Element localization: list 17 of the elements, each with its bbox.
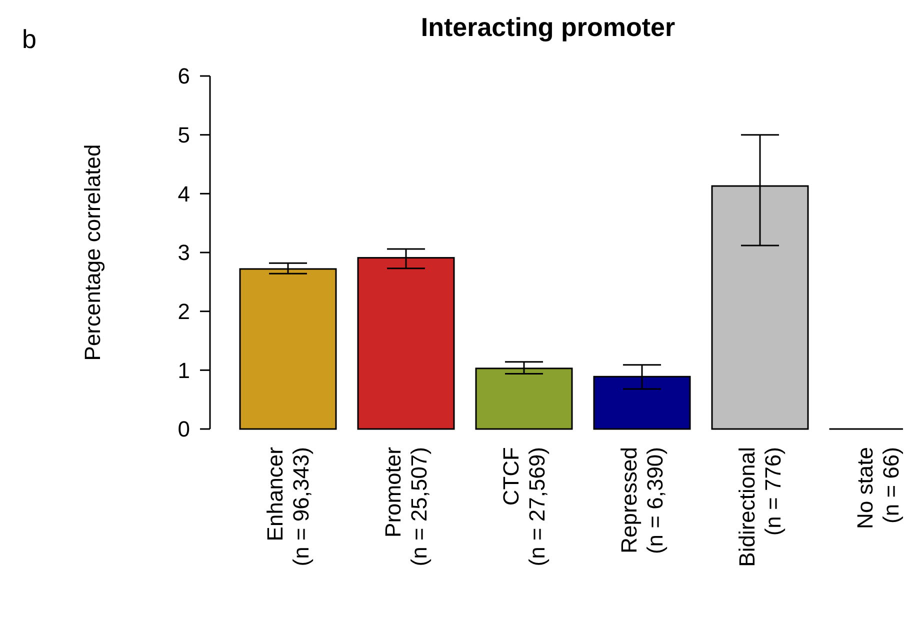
y-tick-label: 1 (178, 358, 190, 383)
x-tick-label: No state (n = 66) (852, 447, 904, 529)
y-tick-label: 3 (178, 240, 190, 266)
x-tick-label: Enhancer (n = 96,343) (262, 447, 314, 566)
y-tick-label: 6 (178, 64, 190, 89)
y-tick-label: 5 (178, 122, 190, 148)
y-tick-label: 0 (178, 416, 190, 442)
x-tick-label: Promoter (n = 25,507) (380, 447, 432, 566)
y-axis-title: Percentage correlated (80, 144, 105, 361)
text: b (22, 24, 36, 54)
y-tick-label: 2 (178, 299, 190, 324)
x-tick-label: CTCF (n = 27,569) (498, 447, 550, 566)
chart-title: Interacting promoter (420, 12, 676, 42)
bar (239, 268, 337, 430)
x-tick-label: Bidirectional (n = 776) (734, 447, 786, 567)
x-tick-label: Repressed (n = 6,390) (616, 447, 668, 554)
y-tick-label: 4 (178, 181, 190, 206)
